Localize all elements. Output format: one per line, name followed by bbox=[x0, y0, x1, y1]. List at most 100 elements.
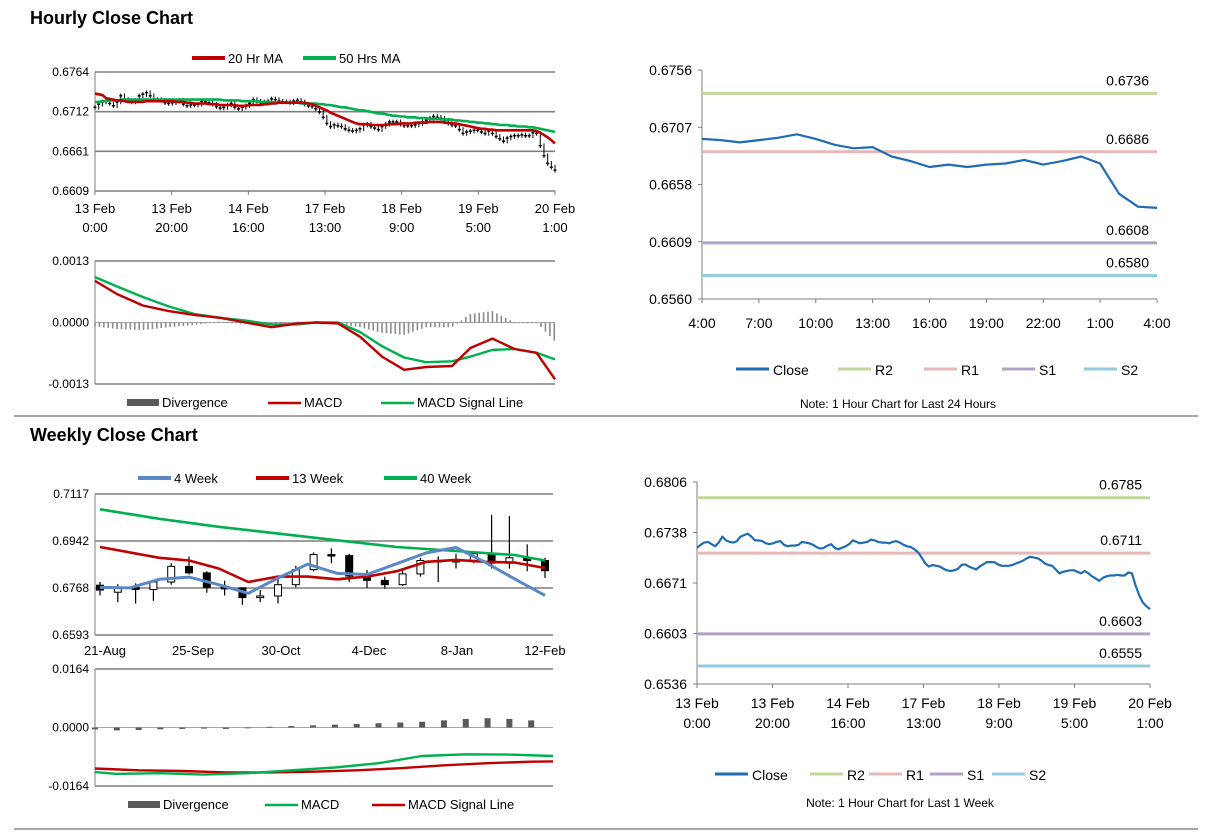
divergence-bar bbox=[125, 322, 127, 330]
divergence-bar bbox=[553, 322, 556, 341]
y-tick-label: 0.6609 bbox=[52, 184, 89, 198]
y-tick-label: 0.6671 bbox=[644, 575, 687, 591]
divergence-bar bbox=[451, 322, 454, 327]
x-tick-label: 5:00 bbox=[1061, 715, 1088, 731]
divergence-bar bbox=[186, 322, 189, 326]
y-tick-label: 0.6942 bbox=[52, 534, 89, 548]
legend-label: MACD bbox=[304, 395, 342, 410]
divergence-bar bbox=[113, 727, 120, 731]
macd-signal-line bbox=[94, 760, 554, 774]
x-tick-label: 20:00 bbox=[755, 715, 790, 731]
divergence-bar bbox=[94, 322, 96, 327]
divergence-bar bbox=[111, 322, 114, 329]
x-tick-label: 9:00 bbox=[389, 220, 414, 235]
legend-label: MACD bbox=[301, 797, 339, 812]
divergence-bar bbox=[226, 322, 229, 324]
x-tick-label: 25-Sep bbox=[172, 643, 214, 658]
divergence-bar bbox=[222, 727, 229, 729]
x-tick-label: 21-Aug bbox=[84, 643, 126, 658]
x-tick-label: 30-Oct bbox=[261, 643, 300, 658]
y-tick-label: 0.6806 bbox=[644, 474, 687, 490]
y-tick-label: 0.6560 bbox=[649, 291, 692, 307]
divergence-bar bbox=[288, 726, 295, 728]
divergence-bar bbox=[353, 723, 360, 728]
x-tick-label: 0:00 bbox=[683, 715, 710, 731]
x-tick-label: 17 Feb bbox=[902, 695, 946, 711]
candle-body bbox=[380, 579, 389, 586]
ma-4-week-line bbox=[99, 546, 546, 597]
divergence-bar bbox=[288, 322, 291, 324]
ma-13-week-line bbox=[99, 545, 546, 584]
section-divider bbox=[14, 415, 1198, 417]
divergence-bar bbox=[484, 718, 491, 728]
divergence-bar bbox=[462, 718, 469, 728]
divergence-bar bbox=[169, 322, 171, 328]
candle-body bbox=[398, 573, 407, 586]
divergence-bar bbox=[195, 322, 198, 325]
divergence-bar bbox=[412, 322, 414, 332]
candle-body bbox=[541, 559, 549, 572]
legend-label: Divergence bbox=[163, 797, 229, 812]
x-tick-label: 10:00 bbox=[798, 315, 833, 331]
divergence-bar bbox=[522, 322, 525, 324]
legend-label: R1 bbox=[906, 767, 924, 783]
x-tick-label: 13 Feb bbox=[151, 201, 191, 216]
x-tick-label: 16:00 bbox=[232, 220, 265, 235]
divergence-bar bbox=[531, 322, 533, 324]
divergence-bar bbox=[129, 322, 132, 330]
divergence-bar bbox=[429, 322, 432, 328]
legend-label: R2 bbox=[875, 362, 893, 378]
legend-label: R1 bbox=[961, 362, 979, 378]
divergence-bar bbox=[151, 322, 154, 330]
divergence-bar bbox=[403, 322, 405, 335]
x-tick-label: 4:00 bbox=[688, 315, 715, 331]
level-label-s2: 0.6580 bbox=[1106, 255, 1149, 271]
legend-label: 13 Week bbox=[292, 471, 344, 486]
divergence-bar bbox=[549, 322, 551, 337]
divergence-bar bbox=[160, 322, 163, 329]
divergence-bar bbox=[217, 321, 220, 323]
divergence-bar bbox=[500, 315, 503, 323]
x-tick-label: 8-Jan bbox=[441, 643, 474, 658]
y-tick-label: 0.6658 bbox=[649, 177, 692, 193]
divergence-bar bbox=[540, 322, 542, 328]
legend-label: S1 bbox=[1039, 362, 1056, 378]
x-tick-label: 13 Feb bbox=[675, 695, 719, 711]
candle-body bbox=[274, 584, 282, 597]
macd-line bbox=[94, 753, 554, 776]
divergence-bar bbox=[200, 322, 202, 325]
divergence-bar bbox=[473, 313, 476, 323]
legend-label: S1 bbox=[967, 767, 984, 783]
legend-label: Divergence bbox=[162, 395, 228, 410]
x-tick-label: 13 Feb bbox=[75, 201, 115, 216]
ma-20-line bbox=[94, 92, 556, 145]
x-tick-label: 14 Feb bbox=[228, 201, 268, 216]
divergence-bar bbox=[509, 320, 511, 323]
divergence-bar bbox=[179, 727, 186, 729]
y-tick-label: 0.6536 bbox=[644, 676, 687, 692]
candle-body bbox=[327, 554, 336, 557]
candle-body bbox=[185, 565, 193, 574]
divergence-bar bbox=[103, 322, 105, 328]
divergence-bar bbox=[284, 322, 286, 324]
y-tick-label: 0.0013 bbox=[52, 254, 89, 268]
x-tick-label: 7:00 bbox=[745, 315, 772, 331]
divergence-bar bbox=[513, 322, 516, 324]
divergence-bar bbox=[491, 311, 494, 323]
weekly-section-title: Weekly Close Chart bbox=[30, 425, 198, 445]
chart-note: Note: 1 Hour Chart for Last 1 Week bbox=[806, 796, 995, 810]
level-label-r1: 0.6686 bbox=[1106, 131, 1149, 147]
x-tick-label: 19 Feb bbox=[458, 201, 498, 216]
divergence-bar bbox=[345, 322, 348, 326]
x-tick-label: 4-Dec bbox=[352, 643, 387, 658]
x-tick-label: 16:00 bbox=[912, 315, 947, 331]
divergence-bar bbox=[310, 725, 317, 728]
divergence-bar bbox=[367, 322, 370, 330]
divergence-bar bbox=[544, 322, 547, 332]
divergence-bar bbox=[120, 322, 123, 330]
legend-label: MACD Signal Line bbox=[417, 395, 523, 410]
divergence-bar bbox=[420, 322, 423, 329]
y-tick-label: 0.0000 bbox=[52, 721, 89, 735]
y-tick-label: -0.0164 bbox=[48, 779, 89, 793]
divergence-bar bbox=[518, 322, 520, 324]
